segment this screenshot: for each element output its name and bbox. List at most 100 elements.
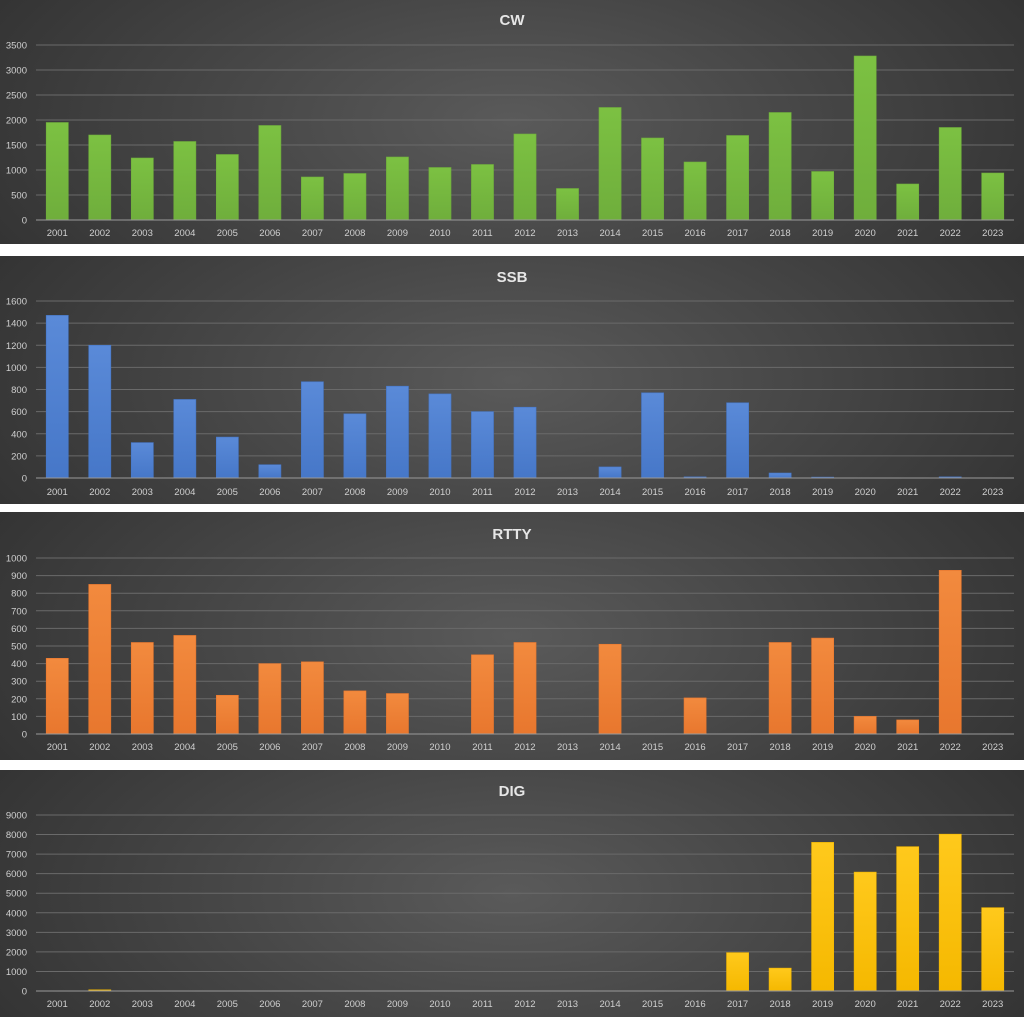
- dig-bar-2022: [938, 833, 962, 992]
- rtty-bar-2022: [938, 570, 962, 735]
- ssb-x-tick-label: 2017: [727, 487, 748, 498]
- cw-bar-2013: [556, 188, 579, 221]
- cw-bar-2017: [726, 135, 749, 221]
- ssb-x-tick-label: 2003: [132, 487, 153, 498]
- cw-x-tick-label: 2015: [642, 228, 663, 239]
- cw-bar-2008: [343, 173, 367, 221]
- rtty-y-tick-label: 400: [11, 659, 27, 670]
- rtty-y-tick-label: 300: [11, 677, 27, 688]
- dig-x-tick-label: 2008: [344, 999, 365, 1010]
- dig-bar-2020: [853, 871, 877, 992]
- cw-bar-2009: [386, 156, 409, 221]
- rtty-y-tick-label: 500: [11, 642, 27, 653]
- dig-y-tick-label: 4000: [6, 908, 27, 919]
- rtty-x-tick-label: 2014: [599, 742, 620, 753]
- ssb-chart: SSB 0 200 400 600 800 1000 1200 1400 1600 2001 200…: [6, 269, 1014, 498]
- cw-bar-2021: [896, 183, 920, 221]
- ssb-bar-2002: [88, 344, 112, 479]
- cw-bar-2001: [45, 122, 69, 221]
- dig-y-tick-label: 6000: [6, 869, 27, 880]
- ssb-bar-2001: [45, 315, 69, 479]
- rtty-x-tick-label: 2018: [770, 742, 791, 753]
- rtty-bar-2009: [386, 693, 409, 735]
- dig-chart: DIG 0 1000 2000 3000 4000 5000 6000 7000 8000 900…: [6, 783, 1014, 1010]
- cw-y-tick-label: 3000: [6, 66, 27, 77]
- rtty-y-tick-label: 600: [11, 624, 27, 635]
- ssb-y-tick-label: 200: [11, 451, 27, 462]
- dig-x-tick-label: 2012: [514, 999, 535, 1010]
- ssb-y-tick-label: 0: [22, 474, 27, 485]
- cw-x-tick-label: 2010: [429, 228, 450, 239]
- dig-y-tick-label: 8000: [6, 830, 27, 841]
- rtty-bar-2007: [301, 661, 324, 735]
- dig-bar-2023: [981, 907, 1005, 992]
- ssb-x-tick-label: 2022: [940, 487, 961, 498]
- rtty-bar-2014: [598, 643, 622, 735]
- ssb-x-tick-label: 2019: [812, 487, 833, 498]
- dig-x-tick-label: 2010: [429, 999, 450, 1010]
- cw-bar-2010: [428, 167, 452, 221]
- rtty-bar-2018: [768, 642, 792, 735]
- cw-y-tick-label: 2500: [6, 91, 27, 102]
- cw-bar-2012: [513, 133, 537, 221]
- rtty-x-tick-label: 2020: [855, 742, 876, 753]
- ssb-bar-2003: [130, 442, 154, 479]
- ssb-x-tick-label: 2021: [897, 487, 918, 498]
- dig-x-tick-label: 2007: [302, 999, 323, 1010]
- ssb-bar-2006: [258, 464, 282, 479]
- ssb-y-tick-label: 1400: [6, 319, 27, 330]
- rtty-bar-2002: [88, 584, 112, 735]
- cw-x-tick-label: 2021: [897, 228, 918, 239]
- rtty-bar-2021: [896, 719, 920, 735]
- dig-x-tick-label: 2002: [89, 999, 110, 1010]
- dig-x-tick-label: 2017: [727, 999, 748, 1010]
- cw-x-tick-label: 2016: [685, 228, 706, 239]
- ssb-bar-2004: [173, 399, 197, 479]
- ssb-x-tick-label: 2015: [642, 487, 663, 498]
- cw-chart: CW 0 500 1000 1500 2000 2500 3000 3500 2001 2002 2…: [6, 12, 1014, 239]
- ssb-y-tick-label: 1600: [6, 297, 27, 308]
- ssb-bar-2011: [471, 411, 494, 479]
- cw-x-tick-label: 2008: [344, 228, 365, 239]
- cw-bar-2019: [811, 171, 835, 221]
- rtty-bar-2016: [683, 697, 707, 735]
- cw-x-tick-label: 2022: [940, 228, 961, 239]
- ssb-x-tick-label: 2009: [387, 487, 408, 498]
- ssb-x-tick-label: 2008: [344, 487, 365, 498]
- rtty-x-tick-label: 2019: [812, 742, 833, 753]
- dig-bar-2021: [896, 846, 920, 992]
- cw-x-tick-label: 2003: [132, 228, 153, 239]
- rtty-y-tick-label: 800: [11, 589, 27, 600]
- dig-y-tick-label: 2000: [6, 947, 27, 958]
- rtty-chart-title: RTTY: [492, 526, 531, 543]
- cw-y-tick-label: 1000: [6, 166, 27, 177]
- rtty-x-tick-label: 2003: [132, 742, 153, 753]
- ssb-bar-2008: [343, 413, 367, 479]
- rtty-x-tick-label: 2017: [727, 742, 748, 753]
- ssb-x-tick-label: 2020: [855, 487, 876, 498]
- ssb-x-tick-label: 2023: [982, 487, 1003, 498]
- ssb-bar-2007: [301, 381, 324, 479]
- dig-bar-2018: [768, 967, 792, 992]
- dig-x-tick-label: 2005: [217, 999, 238, 1010]
- ssb-x-tick-label: 2004: [174, 487, 195, 498]
- cw-bar-2020: [853, 55, 877, 221]
- cw-bar-2011: [471, 164, 494, 221]
- ssb-x-tick-label: 2007: [302, 487, 323, 498]
- dig-y-tick-label: 9000: [6, 811, 27, 822]
- ssb-chart-panel: SSB 0 200 400 600 800 1000 1200 1400 1600 2001 200…: [0, 256, 1024, 504]
- ssb-x-tick-label: 2013: [557, 487, 578, 498]
- dig-x-tick-label: 2016: [685, 999, 706, 1010]
- ssb-bar-2005: [215, 436, 239, 479]
- rtty-x-tick-label: 2008: [344, 742, 365, 753]
- rtty-bar-2003: [130, 642, 154, 735]
- cw-x-tick-label: 2017: [727, 228, 748, 239]
- dig-x-tick-label: 2001: [47, 999, 68, 1010]
- dig-chart-panel: DIG 0 1000 2000 3000 4000 5000 6000 7000 8000 900…: [0, 770, 1024, 1017]
- rtty-x-tick-label: 2009: [387, 742, 408, 753]
- ssb-x-tick-label: 2005: [217, 487, 238, 498]
- ssb-bar-2012: [513, 406, 537, 479]
- cw-x-tick-label: 2004: [174, 228, 195, 239]
- ssb-y-tick-label: 400: [11, 429, 27, 440]
- dig-x-tick-label: 2022: [940, 999, 961, 1010]
